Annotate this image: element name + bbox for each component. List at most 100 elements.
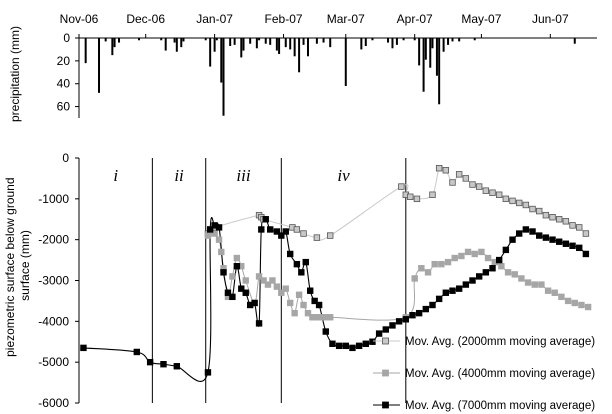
series-4000mm-point [211, 230, 218, 237]
series-7000mm-point [255, 320, 263, 327]
series-2000mm-point [515, 199, 523, 207]
piezometric-chart: 0-1000-2000-3000-4000-5000-6000 i ii iii iv… [3, 151, 595, 412]
series-7000mm-point [582, 250, 590, 258]
precipitation-bar [418, 38, 421, 66]
series-2000mm-point [398, 183, 405, 190]
series-7000mm-point [335, 342, 343, 350]
series-7000mm-point [442, 289, 450, 296]
series-2000mm-point [549, 214, 556, 221]
precipitation-bar [422, 38, 425, 92]
series-2000mm-point [495, 191, 503, 198]
precipitation-bar [329, 38, 332, 48]
precipitation-bar [229, 38, 232, 46]
series-7000mm-point [287, 250, 294, 258]
series-7000mm-point [293, 260, 301, 268]
series-2000mm-point [455, 171, 463, 178]
legend-marker [382, 401, 389, 409]
series-7000mm-point [349, 344, 356, 352]
series-2000mm-point [442, 167, 450, 174]
precipitation-bar [278, 38, 281, 54]
month-tick-label: Nov-06 [60, 12, 99, 26]
precipitation-bar [138, 38, 141, 41]
series-7000mm-point [495, 256, 503, 264]
precipitation-y-tick-label: 0 [63, 31, 70, 45]
series-4000mm-point [291, 309, 298, 317]
series-7000mm-point [315, 301, 323, 309]
series-4000mm-point [564, 297, 572, 305]
series-2000mm-point [556, 216, 563, 223]
precipitation-bar [371, 38, 374, 41]
series-4000mm-point [269, 277, 276, 284]
precipitation-bar [431, 38, 434, 49]
precipitation-bar [249, 38, 252, 44]
series-4000mm-point [584, 303, 592, 311]
series-2000mm-point [542, 211, 550, 219]
series-7000mm-point [529, 228, 536, 235]
series-7000mm-point [389, 322, 396, 329]
precipitation-bar [220, 38, 223, 83]
precipitation-y-axis-label: precipitation (mm) [8, 26, 22, 122]
period-label: iii [236, 166, 250, 185]
precipitation-bar [284, 38, 287, 48]
series-7000mm-point [475, 273, 483, 280]
series-2000mm-trendline [207, 165, 587, 241]
series-4000mm-point [287, 299, 294, 307]
series-4000mm-point [418, 265, 425, 272]
series-7000mm-point [342, 342, 349, 350]
precipitation-y-tick-label: 20 [57, 54, 71, 68]
series-7000mm-point [422, 305, 430, 313]
precipitation-bar [242, 38, 245, 51]
series-4000mm-point [524, 279, 532, 286]
precipitation-bar [118, 38, 121, 43]
precipitation-bar [215, 38, 218, 41]
precipitation-bar [344, 38, 347, 86]
piezometric-y-ticks: 0 -1000 -2000 -3000 -4000 -5000 -6000 [38, 151, 79, 410]
legend: Mov. Avg. (2000mm moving average) Mov. Av… [373, 336, 595, 412]
legend-label: Mov. Avg. (4000mm moving average) [405, 368, 595, 380]
precipitation-bar [264, 38, 267, 44]
precipitation-bar [98, 38, 101, 93]
series-7000mm-point [435, 295, 443, 303]
piezometric-y-tick-label: -3000 [38, 274, 69, 288]
series-4000mm-point [464, 248, 472, 256]
month-tick-label: Mar-07 [327, 12, 365, 26]
series-4000mm-trendline [207, 230, 589, 321]
series-7000mm-point [146, 358, 154, 366]
series-4000mm-point [431, 260, 438, 268]
series-4000mm-point [571, 299, 578, 307]
precipitation-bar [182, 38, 185, 42]
precipitation-bar [322, 38, 325, 43]
series-4000mm-point [504, 269, 512, 276]
series-4000mm-point [233, 254, 241, 262]
series-4000mm-point [255, 273, 263, 280]
series-7000mm-point [238, 285, 245, 292]
month-tick-labels: Nov-06 Dec-06 Jan-07 Feb-07 Mar-07 Apr-07 May-… [60, 12, 569, 38]
piezometric-y-tick-label: 0 [62, 151, 69, 165]
series-2000mm-point [535, 207, 543, 215]
series-4000mm-point [544, 287, 552, 294]
precipitation-bar [275, 38, 278, 51]
precipitation-bar [429, 38, 432, 68]
series-4000mm-point [471, 250, 478, 258]
series-4000mm-point [511, 271, 518, 278]
month-tick-label: Dec-06 [126, 12, 165, 26]
series-7000mm-point [80, 344, 87, 352]
precipitation-bar [240, 38, 243, 58]
series-7000mm-point [133, 348, 141, 356]
series-7000mm-point [522, 226, 530, 233]
series-4000mm-point [498, 263, 505, 270]
series-4000mm-point [518, 275, 525, 282]
series-2000mm-point [482, 187, 490, 194]
series-7000mm-point [282, 228, 289, 235]
series-4000mm-point [327, 314, 334, 321]
month-tick-label: Jan-07 [196, 12, 233, 26]
series-7000mm-point [302, 258, 309, 266]
series-7000mm-point [515, 230, 523, 237]
series-7000mm-point [429, 301, 436, 309]
series-4000mm-point [242, 277, 249, 284]
series-7000mm-point [549, 236, 556, 243]
precipitation-bar [413, 38, 416, 41]
series-4000mm-point [295, 291, 303, 298]
precipitation-bar [160, 38, 163, 41]
